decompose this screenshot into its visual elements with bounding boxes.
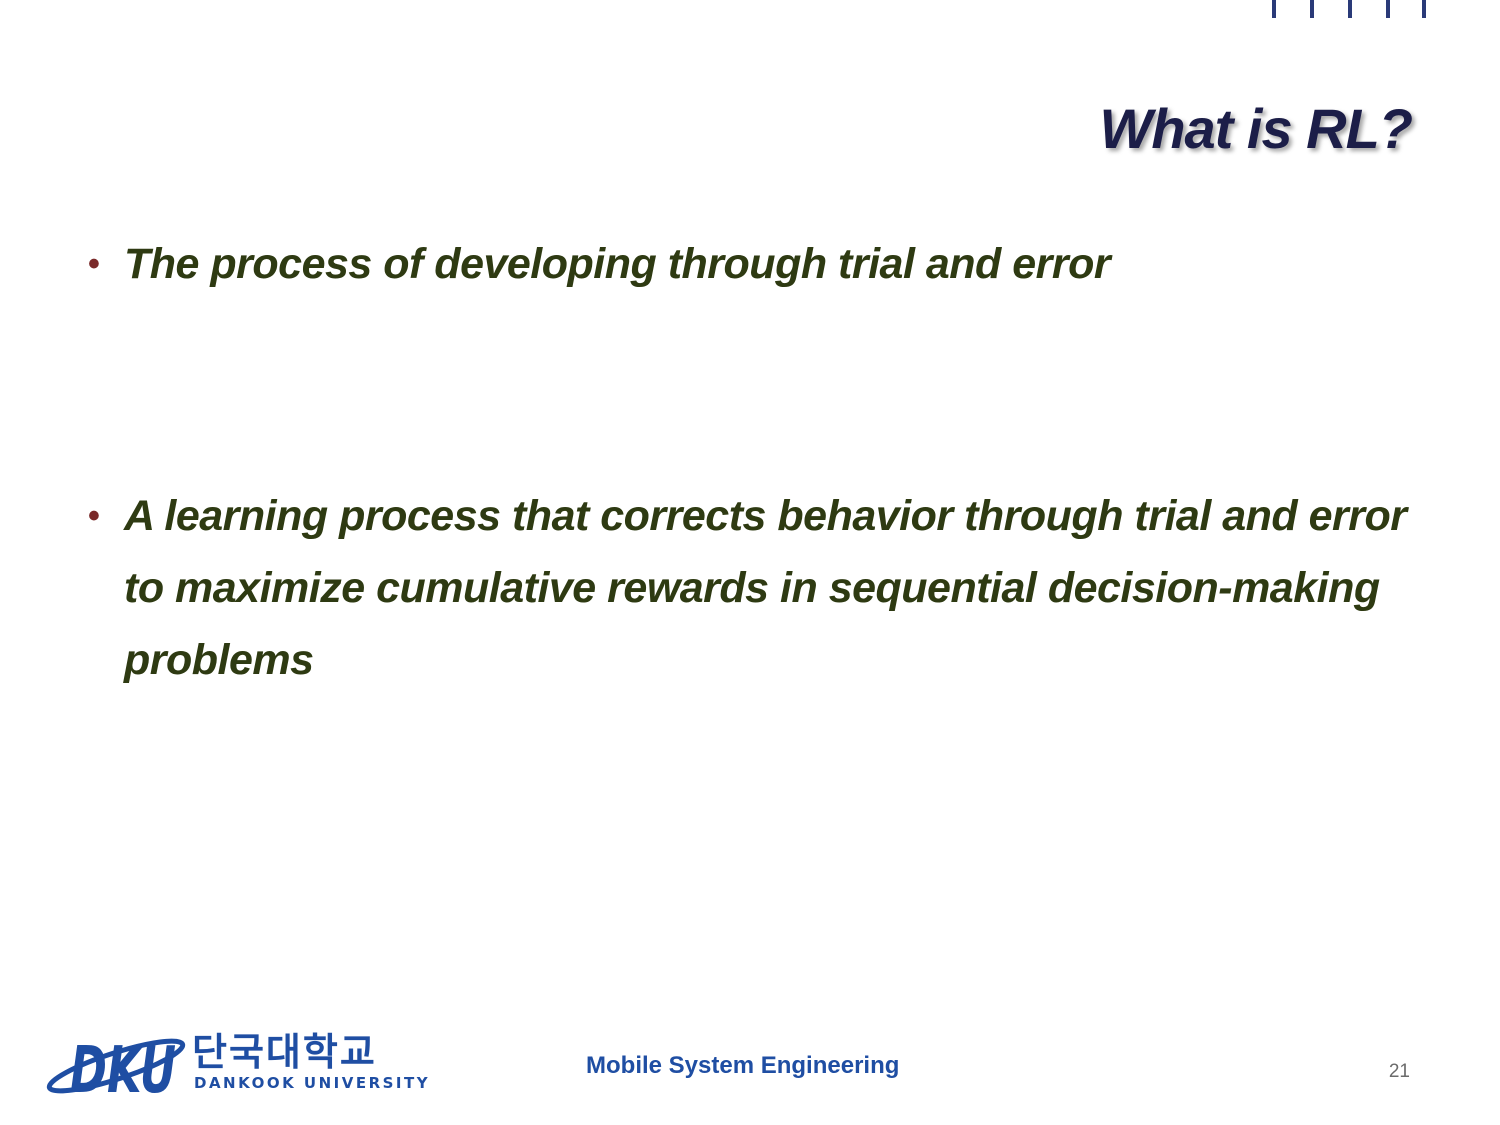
tick-mark bbox=[1422, 0, 1426, 18]
bullet-text: A learning process that corrects behavio… bbox=[124, 492, 1407, 684]
dku-logo-mark-icon: DKU bbox=[46, 1034, 186, 1100]
page-number: 21 bbox=[1388, 1061, 1410, 1082]
bullet-dot-icon: • bbox=[88, 497, 100, 535]
course-name: Mobile System Engineering bbox=[586, 1052, 900, 1079]
bullet-item: • A learning process that corrects behav… bbox=[88, 480, 1408, 696]
bullet-list: • The process of developing through tria… bbox=[88, 228, 1408, 696]
slide-title: What is RL? bbox=[1099, 97, 1413, 160]
logo-english-name: DANKOOK UNIVERSITY bbox=[194, 1074, 431, 1092]
bullet-dot-icon: • bbox=[88, 245, 100, 283]
logo-korean-name: 단국대학교 bbox=[192, 1030, 377, 1074]
bullet-text: The process of developing through trial … bbox=[124, 240, 1111, 288]
tick-mark bbox=[1386, 0, 1390, 18]
tick-mark bbox=[1310, 0, 1314, 18]
tick-mark bbox=[1272, 0, 1276, 18]
decorative-tick-marks bbox=[1268, 0, 1438, 20]
bullet-item: • The process of developing through tria… bbox=[88, 228, 1408, 300]
university-logo: DKU 단국대학교 DANKOOK UNIVERSITY bbox=[46, 1030, 428, 1100]
tick-mark bbox=[1348, 0, 1352, 18]
